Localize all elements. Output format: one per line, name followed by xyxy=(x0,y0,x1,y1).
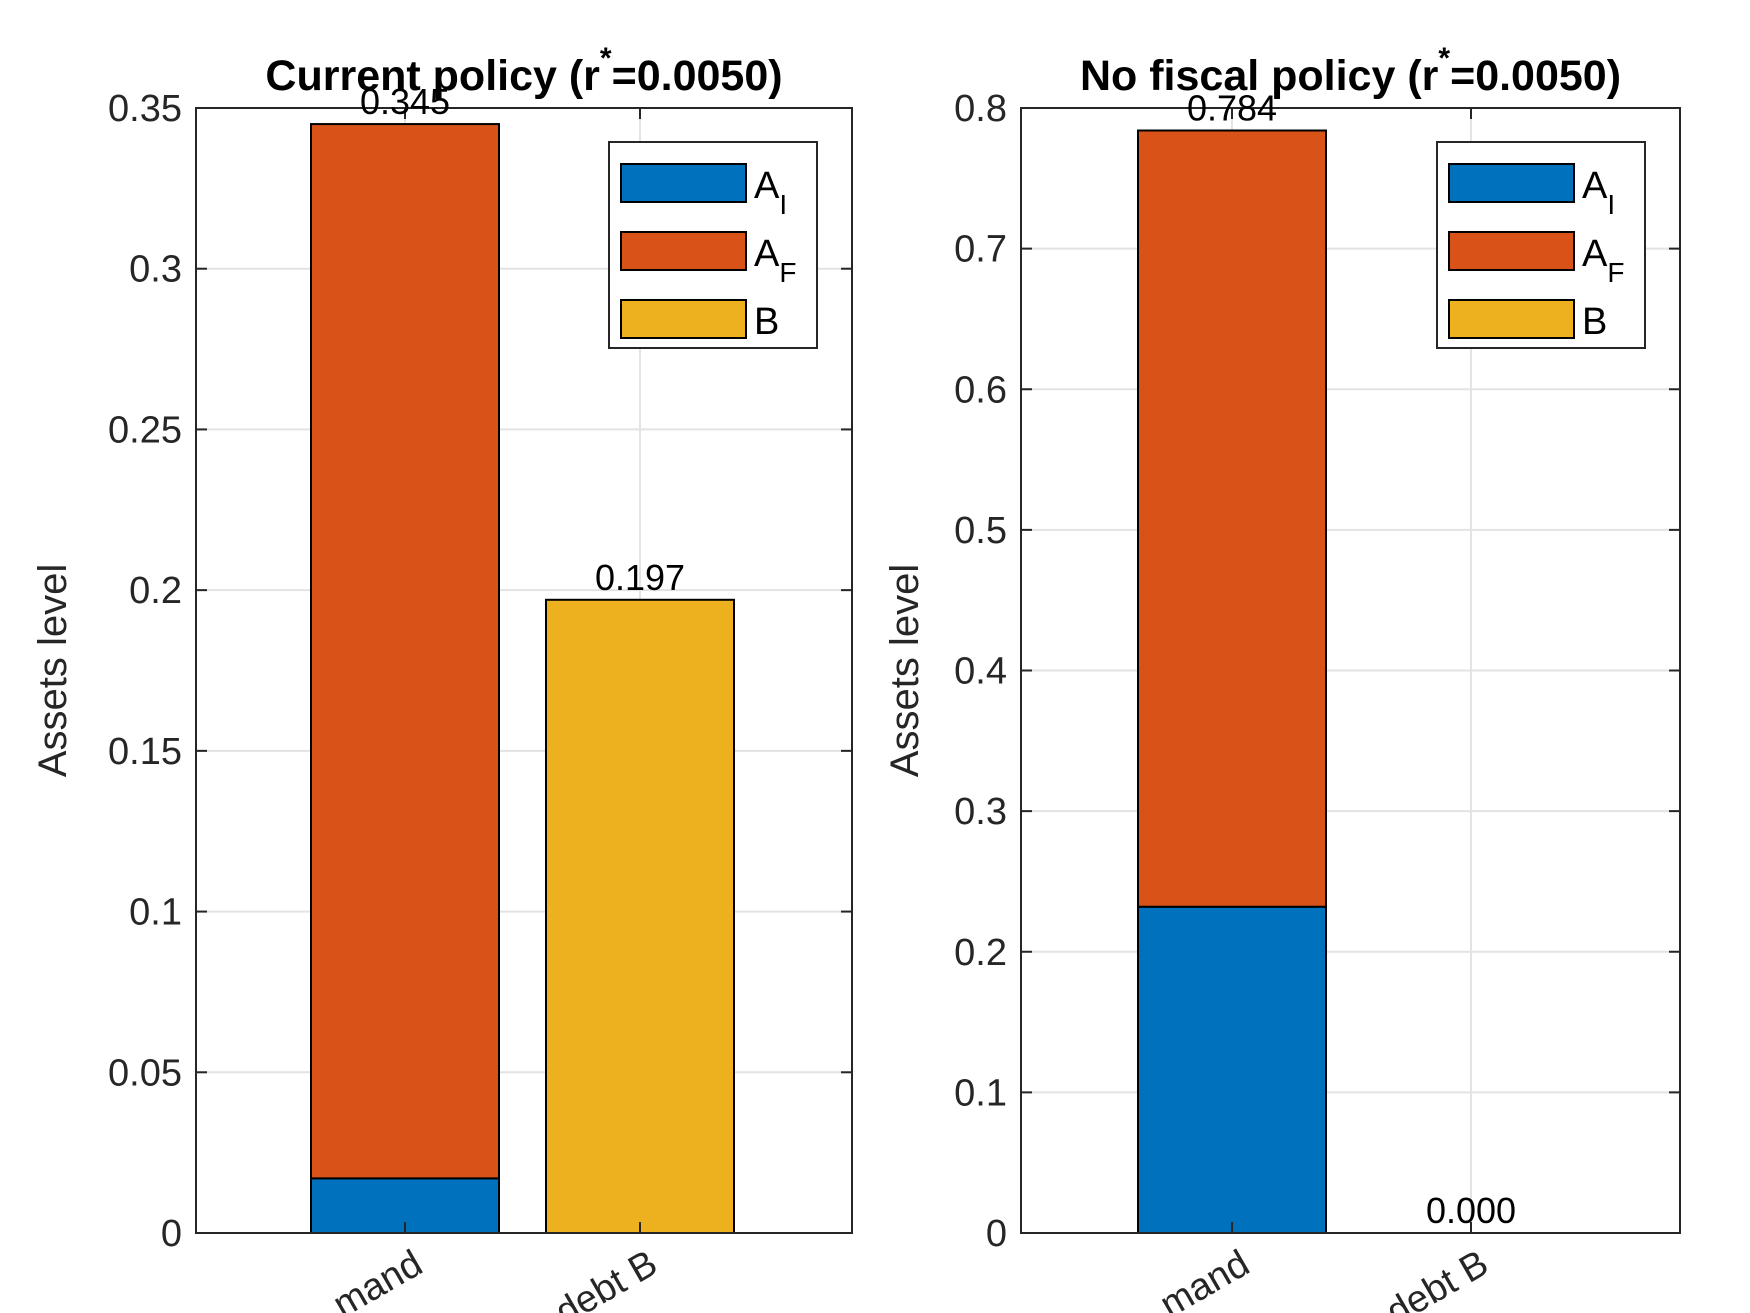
legend-label-2: AF xyxy=(754,233,796,288)
x-tick-label: mand xyxy=(1153,1242,1256,1313)
legend-subscript: F xyxy=(779,257,796,288)
data-label: 0.784 xyxy=(1187,88,1277,129)
legend-subscript: F xyxy=(1607,257,1624,288)
legend-label-1: AI xyxy=(754,165,787,220)
y-ticks: 0 0.05 0.1 0.15 0.2 0.25 0.3 0.35 xyxy=(108,88,852,1255)
y-tick-label: 0.5 xyxy=(954,510,1007,552)
y-tick-label: 0.4 xyxy=(954,651,1007,693)
legend-name: B xyxy=(1582,301,1607,343)
legend-swatch-3 xyxy=(620,299,747,339)
title-superscript: * xyxy=(600,42,612,75)
bar-1-1 xyxy=(1137,905,1327,1234)
y-tick-label: 0.35 xyxy=(108,88,182,130)
bar-2-1 xyxy=(1137,129,1327,908)
x-tick-label: debt B xyxy=(548,1242,664,1313)
x-tick-label: debt B xyxy=(1379,1242,1495,1313)
chart-title: Current policy (r*=0.0050) xyxy=(265,42,782,100)
legend-swatch-1 xyxy=(1448,163,1575,203)
data-labels: 0.784 0.000 xyxy=(1187,88,1516,1232)
y-tick-label: 0.25 xyxy=(108,409,182,451)
y-tick-label: 0.3 xyxy=(129,249,182,291)
legend-swatch-3 xyxy=(1448,299,1575,339)
data-labels: 0.345 0.197 xyxy=(360,81,685,598)
y-tick-label: 0.6 xyxy=(954,369,1007,411)
data-label: 0.197 xyxy=(595,557,685,598)
chart-title: No fiscal policy (r*=0.0050) xyxy=(1080,42,1621,100)
legend-swatch-2 xyxy=(1448,231,1575,271)
legend-name: A xyxy=(1582,233,1608,275)
legend-label-1: AI xyxy=(1582,165,1615,220)
chart-panel-2: 0 0.1 0.2 0.3 0.4 0.5 0.6 0.7 0.8 mand debt B 0.784… xyxy=(883,42,1681,1313)
y-tick-label: 0.2 xyxy=(954,932,1007,974)
y-tick-label: 0.1 xyxy=(129,892,182,934)
chart-panel-1: 0 0.05 0.1 0.15 0.2 0.25 0.3 0.35 mand debt B 0.34… xyxy=(31,42,853,1313)
legend-name: A xyxy=(754,165,780,207)
legend-label-3: B xyxy=(754,301,779,343)
bar-2-1 xyxy=(310,123,500,1180)
title-main: Current policy (r xyxy=(265,52,600,100)
legend-label-3: B xyxy=(1582,301,1607,343)
y-tick-label: 0.8 xyxy=(954,88,1007,130)
bars xyxy=(310,123,735,1235)
data-label: 0.345 xyxy=(360,81,450,122)
title-suffix: =0.0050) xyxy=(1450,52,1621,100)
y-ticks: 0 0.1 0.2 0.3 0.4 0.5 0.6 0.7 0.8 xyxy=(954,88,1680,1255)
bar-3-2 xyxy=(545,598,735,1234)
y-tick-label: 0.3 xyxy=(954,791,1007,833)
title-main: No fiscal policy (r xyxy=(1080,52,1439,100)
y-tick-label: 0.1 xyxy=(954,1072,1007,1114)
legend-swatch-2 xyxy=(620,231,747,271)
legend-label-2: AF xyxy=(1582,233,1624,288)
title-suffix: =0.0050) xyxy=(612,52,783,100)
y-tick-label: 0.15 xyxy=(108,731,182,773)
legend-name: A xyxy=(1582,165,1608,207)
y-axis-label: Assets level xyxy=(31,564,75,777)
y-tick-label: 0.05 xyxy=(108,1052,182,1094)
y-tick-label: 0 xyxy=(986,1213,1007,1255)
axes-box xyxy=(195,107,853,1234)
legend-subscript: I xyxy=(1607,189,1615,220)
y-axis-label: Assets level xyxy=(883,564,927,777)
legend-name: B xyxy=(754,301,779,343)
title-superscript: * xyxy=(1438,42,1450,75)
y-tick-label: 0.2 xyxy=(129,570,182,612)
y-tick-label: 0 xyxy=(161,1213,182,1255)
legend-subscript: I xyxy=(779,189,787,220)
data-label: 0.000 xyxy=(1426,1190,1516,1231)
x-tick-label: mand xyxy=(326,1242,429,1313)
legend-swatch-1 xyxy=(620,163,747,203)
bars xyxy=(1137,129,1327,1234)
y-tick-label: 0.7 xyxy=(954,229,1007,271)
legend-name: A xyxy=(754,233,780,275)
